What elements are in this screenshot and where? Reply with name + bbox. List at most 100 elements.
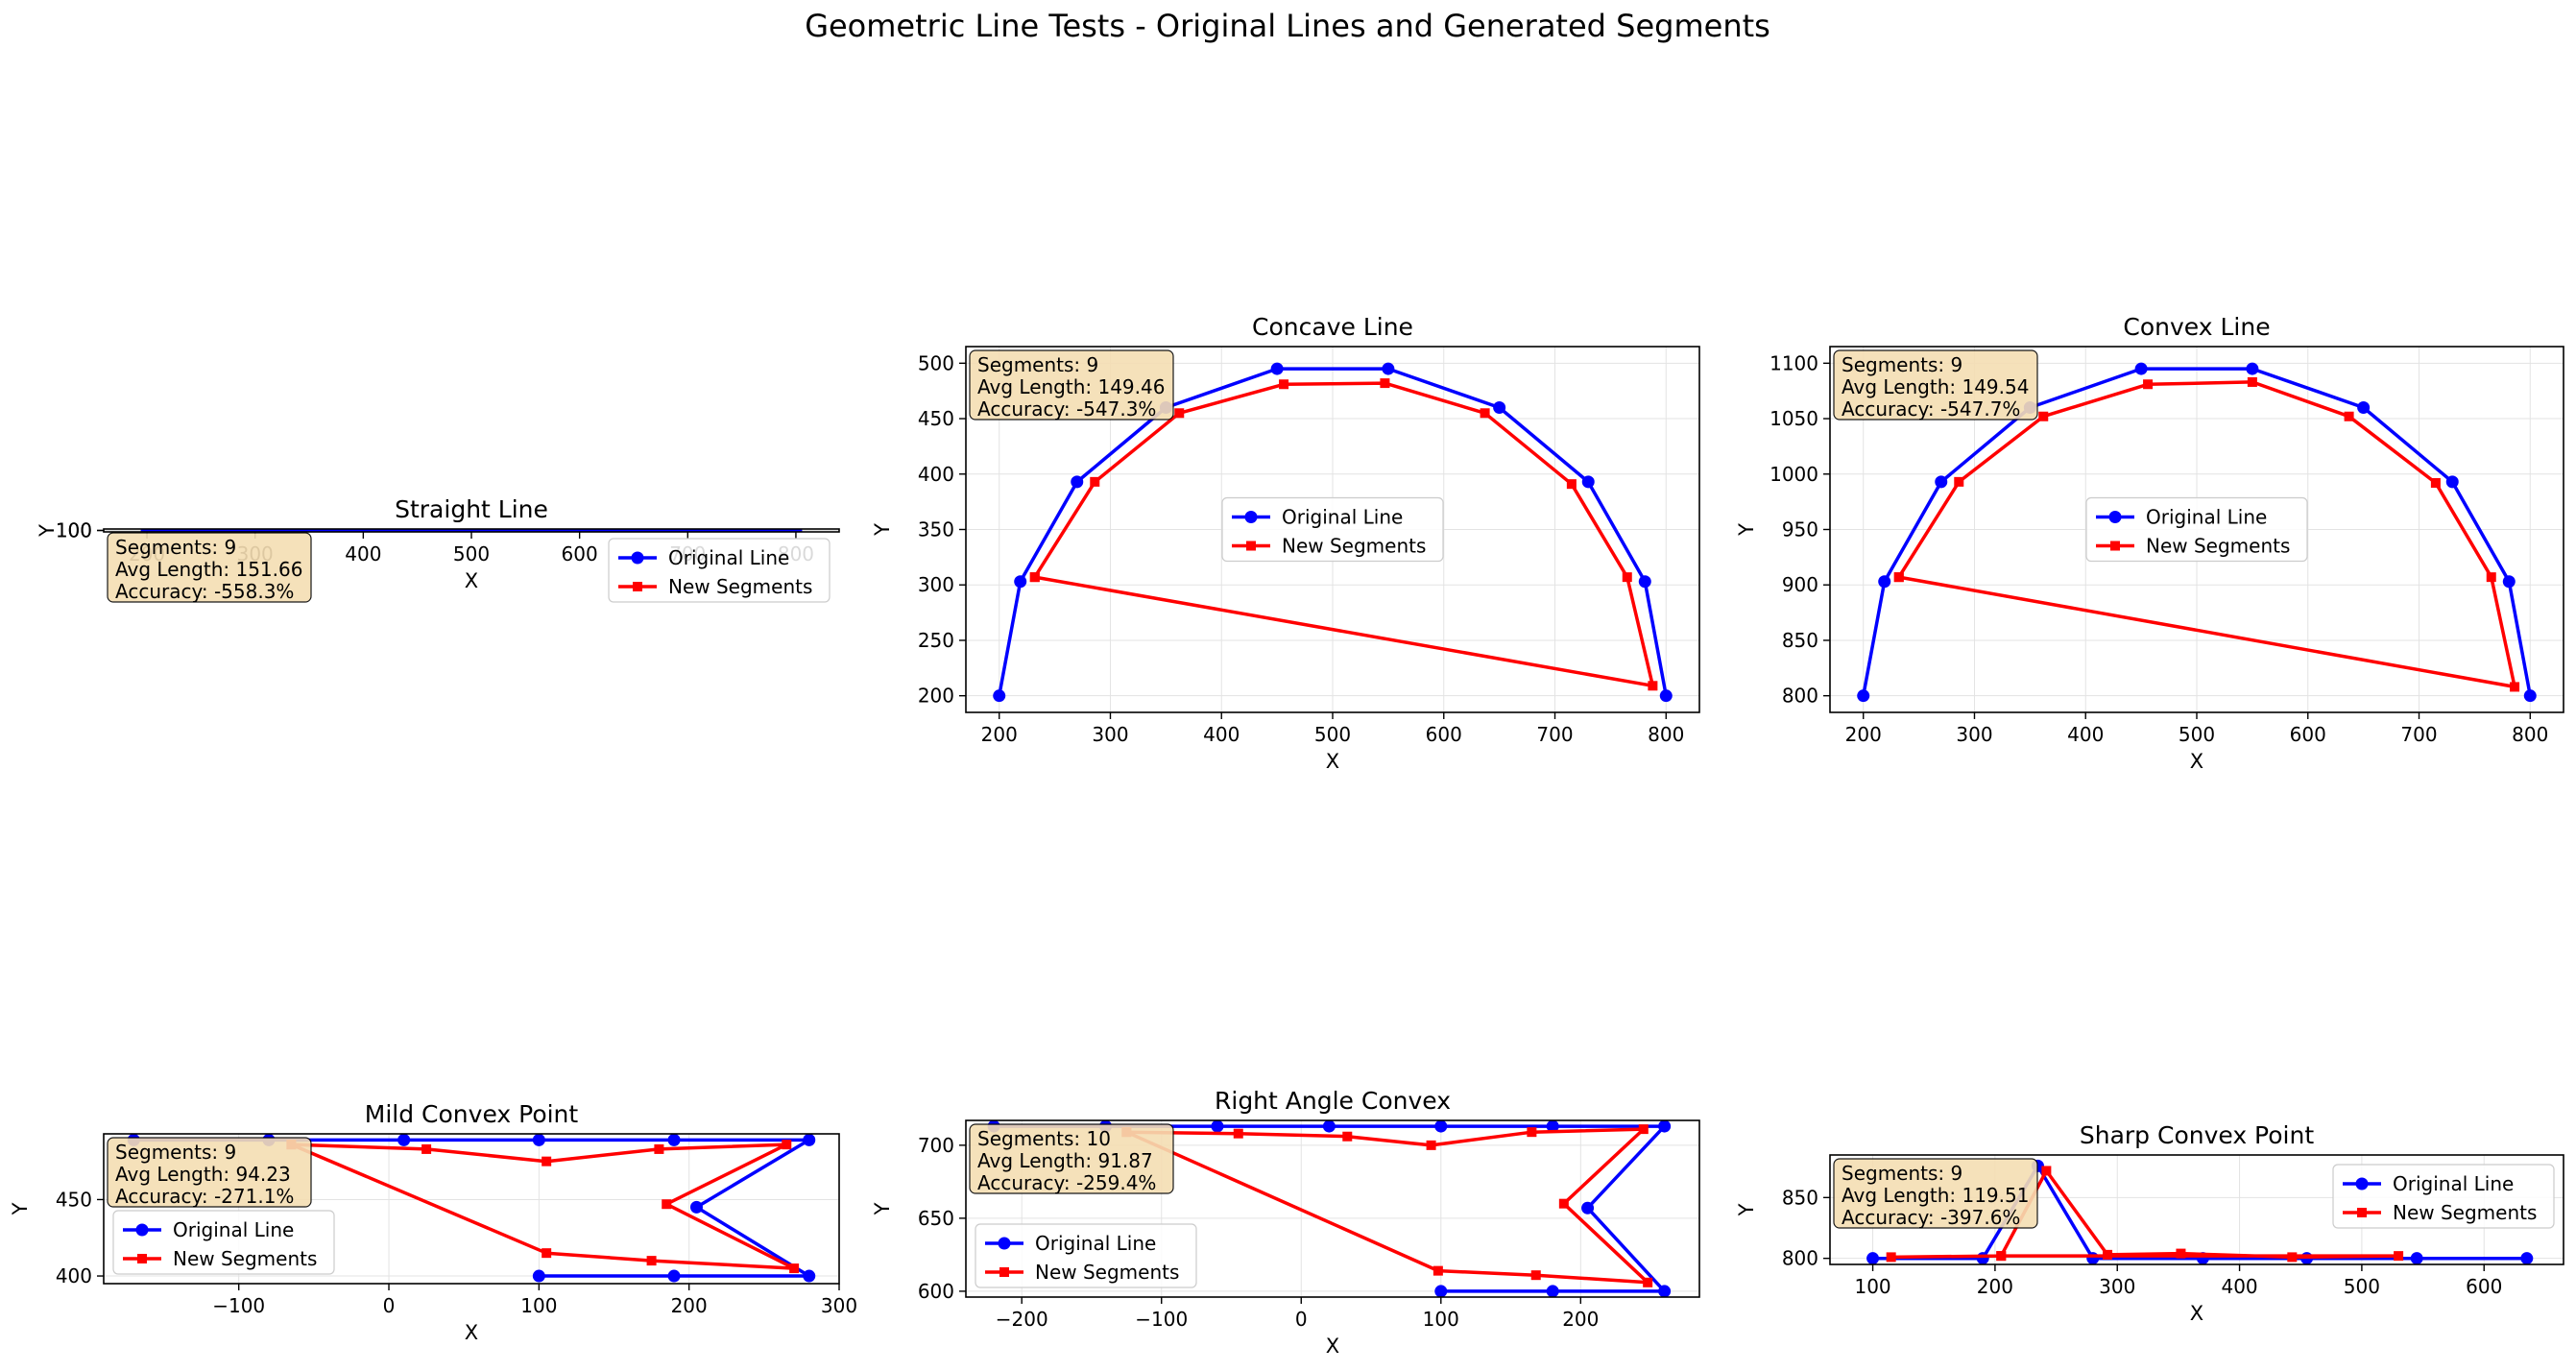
data-point-original xyxy=(532,1134,545,1146)
data-point-segment xyxy=(421,1143,432,1154)
stats-line: Accuracy: -271.1% xyxy=(115,1185,294,1208)
data-point-segment xyxy=(1380,378,1390,389)
data-point-original xyxy=(397,1134,411,1146)
chart-panel-5: −200 −100 0 100 200 600 650 700 X Y Right Angle Co… xyxy=(871,1087,1700,1358)
data-point-segment xyxy=(662,1199,672,1210)
legend-box xyxy=(112,1210,335,1275)
x-tick-label: 200 xyxy=(1977,1275,2013,1298)
series-layer xyxy=(1866,1159,2534,1264)
x-tick-label: 0 xyxy=(1295,1308,1308,1331)
data-point-segment xyxy=(1174,408,1185,419)
stats-box xyxy=(1833,349,2038,421)
data-point-original xyxy=(2134,362,2148,375)
figure-title: Geometric Line Tests - Original Lines an… xyxy=(805,8,1770,44)
y-axis-label: Y xyxy=(9,1202,32,1215)
data-point-segment xyxy=(2176,1248,2186,1259)
data-point-original xyxy=(2445,475,2459,489)
data-point-original xyxy=(2410,1252,2423,1264)
data-point-original xyxy=(993,689,1006,703)
legend-label: New Segments xyxy=(2393,1201,2537,1224)
data-point-segment xyxy=(1090,476,1100,487)
legend-label: Original Line xyxy=(173,1218,294,1241)
y-tick-label: 450 xyxy=(918,407,954,430)
data-point-segment xyxy=(782,1140,792,1150)
data-point-original xyxy=(667,1269,681,1283)
data-point-segment xyxy=(1648,681,1658,691)
legend-box xyxy=(1221,496,1444,563)
stats-box xyxy=(969,1123,1174,1194)
y-tick-label: 800 xyxy=(1782,1247,1818,1270)
y-tick-label: 850 xyxy=(1782,629,1818,652)
x-tick-label: 100 xyxy=(1423,1308,1459,1331)
data-point-original xyxy=(1866,1252,1880,1264)
x-tick-label: 500 xyxy=(453,542,490,565)
y-tick-label: 500 xyxy=(918,351,954,374)
data-point-original xyxy=(1270,362,1284,375)
data-point-segment xyxy=(1954,476,1964,487)
y-tick-label: 400 xyxy=(918,463,954,486)
data-point-segment xyxy=(654,1143,664,1154)
data-point-original xyxy=(1493,401,1506,414)
x-axis-label: X xyxy=(1326,750,1339,773)
stats-line: Segments: 10 xyxy=(977,1127,1111,1150)
data-point-original xyxy=(1581,475,1595,489)
stats-line: Segments: 9 xyxy=(977,353,1098,376)
data-point-original xyxy=(1581,1201,1595,1215)
data-point-segment xyxy=(2247,376,2257,387)
legend-swatch-marker xyxy=(2355,1177,2369,1191)
stats-line: Avg Length: 151.66 xyxy=(115,558,302,581)
series-layer xyxy=(1857,362,2537,703)
data-point-segment xyxy=(1530,1270,1541,1281)
x-axis-label: X xyxy=(465,1321,478,1344)
data-point-segment xyxy=(2394,1251,2404,1262)
series-line-segments xyxy=(290,1142,796,1270)
x-tick-label: 300 xyxy=(1092,723,1128,746)
y-tick-label: 1000 xyxy=(1769,463,1818,486)
legend-label: New Segments xyxy=(2146,535,2290,558)
legend-label: Original Line xyxy=(2393,1172,2514,1195)
data-point-segment xyxy=(1638,1124,1649,1135)
data-point-original xyxy=(1382,362,1395,375)
x-tick-label: 200 xyxy=(671,1294,708,1317)
stats-box xyxy=(107,532,312,603)
data-point-segment xyxy=(2143,379,2154,390)
legend-swatch-marker xyxy=(633,582,642,591)
x-tick-label: 200 xyxy=(1562,1308,1599,1331)
data-point-segment xyxy=(1527,1127,1537,1138)
stats-box xyxy=(107,1137,312,1208)
data-point-original xyxy=(532,1269,545,1283)
data-point-original xyxy=(2523,689,2537,703)
x-tick-label: 200 xyxy=(1845,723,1882,746)
x-axis-label: X xyxy=(465,569,478,592)
legend-swatch-marker xyxy=(135,1223,149,1237)
chart-title: Mild Convex Point xyxy=(365,1100,579,1128)
y-tick-label: 1050 xyxy=(1769,407,1818,430)
x-axis-label: X xyxy=(2190,1302,2203,1325)
data-point-original xyxy=(2246,362,2259,375)
data-point-original xyxy=(1659,689,1673,703)
x-tick-label: 200 xyxy=(981,723,1018,746)
data-point-original xyxy=(803,1269,816,1283)
y-tick-label: 100 xyxy=(56,519,92,542)
stats-line: Accuracy: -547.3% xyxy=(977,397,1156,421)
data-point-original xyxy=(803,1134,816,1146)
data-point-segment xyxy=(789,1263,800,1274)
data-point-original xyxy=(1434,1285,1448,1297)
chart-title: Sharp Convex Point xyxy=(2080,1121,2314,1149)
x-tick-label: 100 xyxy=(520,1294,557,1317)
axes-frame xyxy=(1829,1154,2564,1265)
data-point-segment xyxy=(2287,1252,2298,1263)
data-point-original xyxy=(1638,575,1651,589)
legend: Original Line New Segments xyxy=(2085,496,2308,563)
legend-label: Original Line xyxy=(668,546,789,569)
legend: Original Line New Segments xyxy=(1221,496,1444,563)
legend-swatch-marker xyxy=(2110,541,2120,551)
data-point-segment xyxy=(2041,1166,2052,1176)
y-tick-label: 1100 xyxy=(1769,351,1818,374)
legend-swatch-marker xyxy=(631,551,644,565)
y-axis-label: Y xyxy=(36,524,59,538)
series-line-segments xyxy=(1897,380,2516,689)
data-point-original xyxy=(2520,1252,2534,1264)
legend-box xyxy=(2085,496,2308,563)
